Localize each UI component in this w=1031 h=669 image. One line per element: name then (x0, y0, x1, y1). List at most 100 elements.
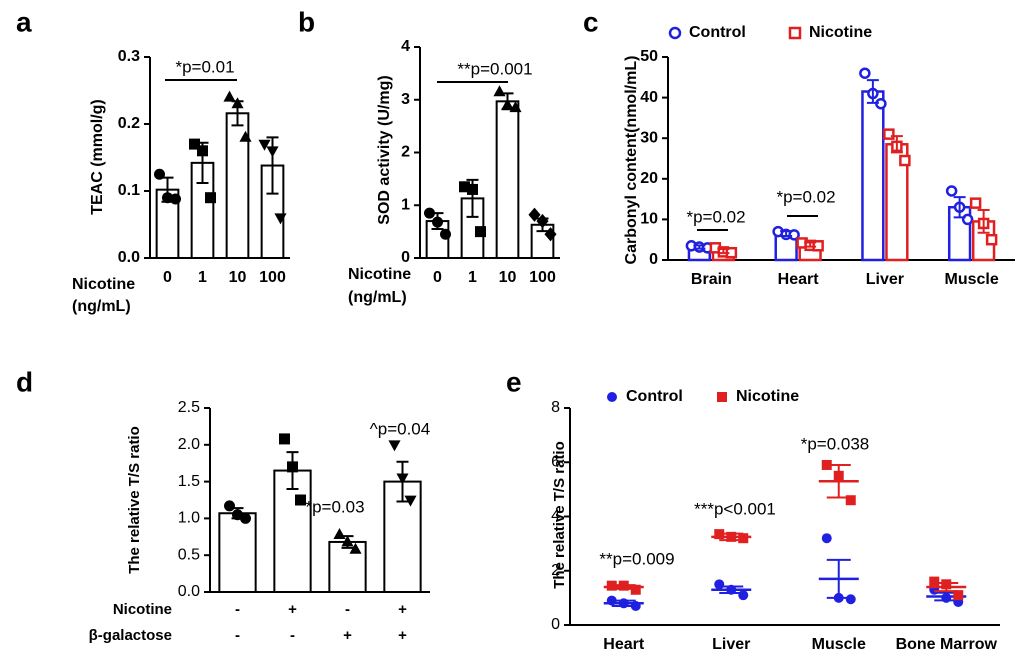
data-point (969, 197, 982, 209)
data-point (459, 181, 470, 193)
legend-marker (607, 392, 617, 402)
annotation: *p=0.03 (305, 497, 364, 516)
data-point (821, 533, 832, 544)
y-tick-label: 10 (640, 211, 658, 228)
data-point (333, 527, 346, 539)
x-axis-label: Nicotine (72, 276, 135, 293)
panel-letter: c (583, 6, 599, 37)
error-bar (611, 599, 636, 608)
panel-letter: e (506, 366, 522, 397)
data-point (845, 594, 856, 605)
condition-level: + (398, 627, 407, 644)
x-tick-label: Liver (712, 636, 750, 653)
data-point (388, 440, 401, 452)
legend-label: Nicotine (809, 24, 872, 41)
legend-marker (788, 26, 802, 40)
y-tick-label: 2 (551, 562, 560, 579)
error-bar (466, 178, 479, 218)
error-bar (780, 230, 793, 238)
y-tick-label: 1 (401, 196, 410, 213)
error-bar (611, 584, 636, 590)
y-axis-label: TEAC (mmol/g) (89, 99, 106, 215)
error-bar (196, 141, 209, 184)
legend-marker (717, 392, 727, 402)
x-axis-label: (ng/mL) (72, 298, 131, 315)
data-point (961, 213, 974, 226)
bar (861, 90, 885, 262)
bar (328, 540, 367, 594)
data-point (279, 433, 290, 445)
data-point (953, 590, 964, 601)
y-tick-label: 0.3 (118, 48, 140, 65)
data-point (845, 495, 856, 506)
data-point (240, 512, 251, 524)
error-bar (341, 535, 354, 549)
x-tick-label: Muscle (812, 636, 866, 653)
annotation: *p=0.01 (175, 57, 234, 76)
error-bar (977, 209, 990, 234)
condition-label: Nicotine (113, 601, 172, 618)
y-tick-label: 0 (649, 251, 658, 268)
data-point (859, 67, 871, 79)
y-tick-label: 4 (551, 508, 560, 525)
data-point (528, 207, 541, 222)
data-point (170, 193, 181, 205)
y-tick-label: 3 (401, 91, 410, 108)
y-tick-label: 0.1 (118, 182, 140, 199)
x-tick-label: 1 (198, 269, 207, 286)
y-tick-label: 0 (551, 616, 560, 633)
y-tick-label: 0.0 (178, 583, 200, 600)
error-bar (396, 460, 409, 503)
y-tick-label: 0.2 (118, 115, 140, 132)
data-point (493, 85, 506, 97)
data-point (224, 500, 235, 512)
error-bar (231, 100, 244, 127)
error-bar (826, 463, 851, 499)
x-tick-label: 1 (468, 269, 477, 286)
data-point (883, 128, 895, 140)
data-point (475, 226, 486, 238)
data-point (223, 90, 236, 102)
x-tick-label: Bone Marrow (896, 636, 998, 653)
y-axis-label: Carbonyl content(nmol/mL) (623, 56, 640, 265)
condition-level: - (235, 601, 240, 618)
error-bar (934, 581, 959, 593)
data-point (738, 590, 749, 601)
error-bar (890, 135, 903, 154)
y-axis-label: The relative T/S ratio (551, 441, 568, 589)
data-point (189, 138, 200, 150)
y-tick-label: 2 (401, 144, 410, 161)
x-tick-label: Heart (603, 636, 645, 653)
legend-label: Control (689, 24, 746, 41)
y-axis-label: The relative T/S ratio (126, 426, 143, 574)
error-bar (719, 532, 744, 542)
error-bar (161, 176, 174, 203)
y-tick-label: 20 (640, 170, 658, 187)
data-point (714, 579, 725, 590)
data-point (440, 228, 451, 240)
error-bar (266, 136, 279, 195)
legend-marker (668, 26, 682, 40)
error-bar (286, 451, 299, 490)
data-point (945, 185, 958, 197)
y-tick-label: 0.0 (118, 249, 140, 266)
condition-label: β-galactose (89, 627, 172, 644)
condition-level: + (343, 627, 352, 644)
annotation: *p=0.02 (686, 207, 745, 226)
bar (495, 100, 520, 259)
data-point (985, 233, 998, 246)
y-tick-label: 1.5 (178, 473, 200, 490)
condition-level: - (290, 627, 295, 644)
data-point (899, 154, 911, 167)
data-point (404, 495, 417, 507)
x-tick-label: Heart (778, 271, 820, 288)
x-tick-label: 10 (229, 269, 247, 286)
error-bar (693, 244, 706, 250)
data-point (239, 130, 252, 142)
condition-level: - (345, 601, 350, 618)
error-bar (804, 241, 817, 248)
error-bar (501, 92, 514, 111)
y-tick-label: 0.5 (178, 546, 200, 563)
data-point (738, 533, 749, 544)
